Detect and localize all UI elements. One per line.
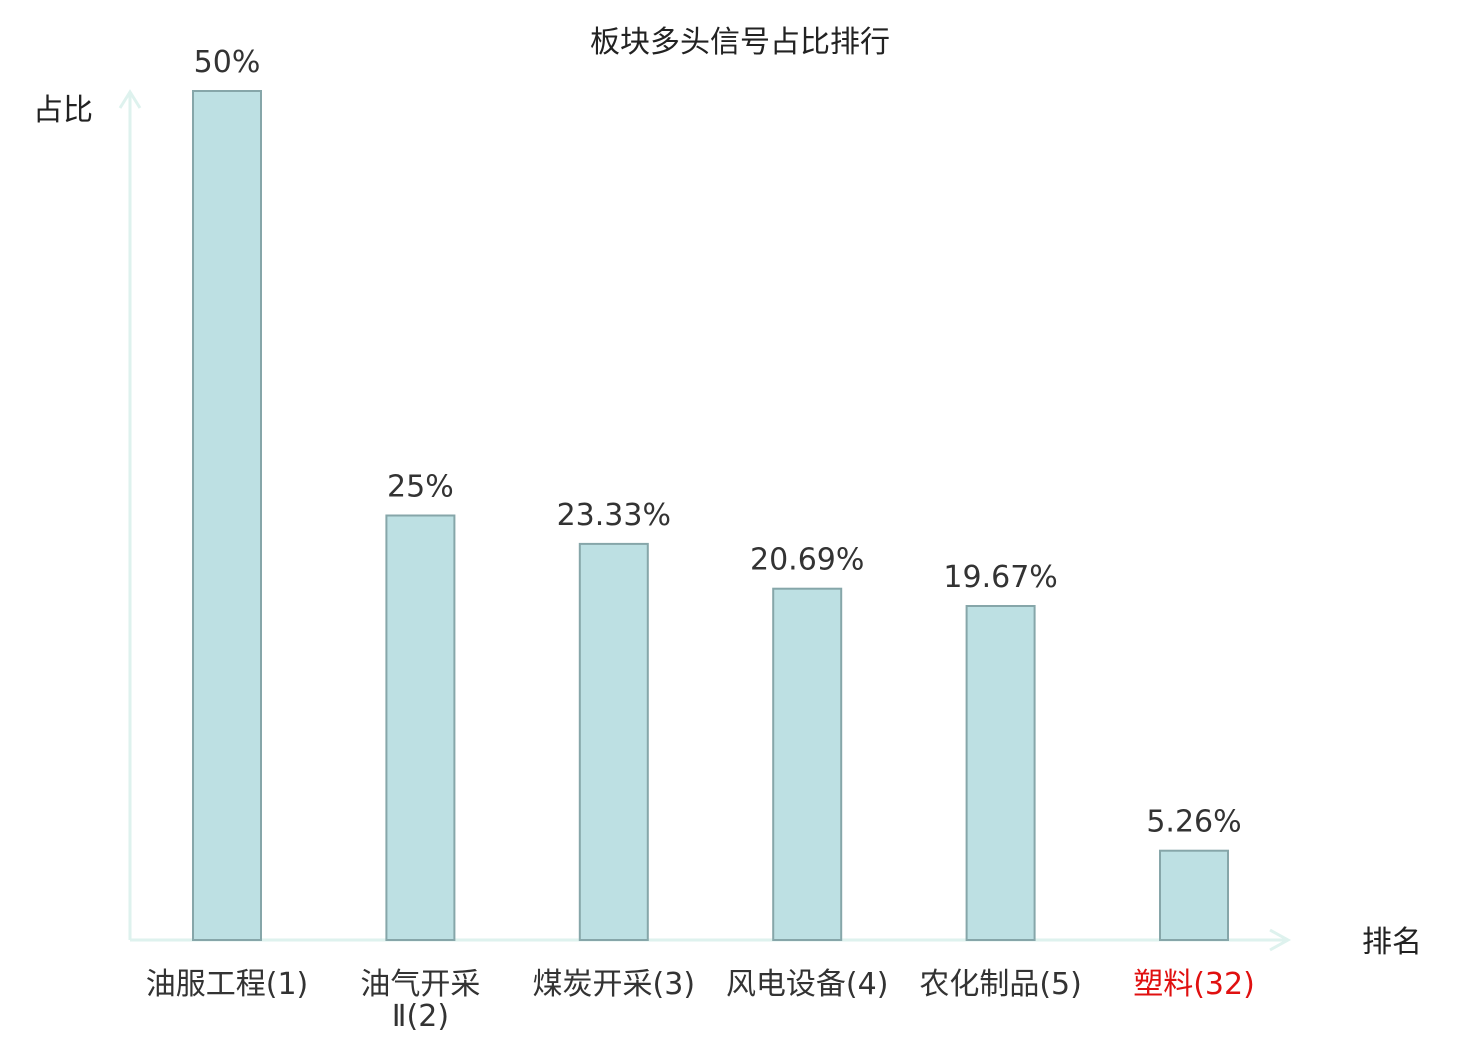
bar <box>192 90 262 941</box>
bars-group <box>192 90 1229 942</box>
y-axis-label: 占比 <box>33 93 93 128</box>
category-label-line: 煤炭开采(3) <box>533 967 696 1002</box>
x-axis-arrow <box>1269 928 1292 952</box>
category-label: 塑料(32) <box>1133 967 1255 1002</box>
value-labels-group: 50% 25% 23.33% 20.69% 19.67% 5.26% <box>194 45 1242 840</box>
category-label-line: 油气开采 <box>360 967 480 1002</box>
category-label: 农化制品(5) <box>919 967 1082 1002</box>
bar-value-label: 23.33% <box>557 498 671 533</box>
category-label: 风电设备(4) <box>726 967 889 1002</box>
bar <box>1159 849 1229 942</box>
bar-value-label: 19.67% <box>943 560 1057 595</box>
bar-value-label: 25% <box>387 470 454 505</box>
chart-title: 板块多头信号占比排行 <box>590 25 890 60</box>
category-label-line: 农化制品(5) <box>919 967 1082 1002</box>
bar <box>772 587 843 941</box>
category-label: 油气开采 Ⅱ(2) <box>360 967 480 1034</box>
category-label-line: 油服工程(1) <box>146 967 309 1002</box>
bar <box>578 542 649 942</box>
category-label: 油服工程(1) <box>146 967 309 1002</box>
bar <box>385 514 456 941</box>
bar-value-label: 50% <box>194 45 261 80</box>
bar-value-label: 20.69% <box>750 543 864 578</box>
y-axis-arrow <box>118 89 142 109</box>
category-labels-group: 油服工程(1) 油气开采 Ⅱ(2) 煤炭开采(3) 风电设备(4) 农化制品(5) 塑料(3… <box>146 967 1255 1034</box>
bar <box>965 605 1036 941</box>
category-label-line: Ⅱ(2) <box>392 999 449 1034</box>
axes <box>118 89 1292 952</box>
category-label-line: 塑料(32) <box>1133 967 1255 1002</box>
category-label: 煤炭开采(3) <box>533 967 696 1002</box>
category-label-line: 风电设备(4) <box>726 967 889 1002</box>
x-axis-label: 排名 <box>1362 925 1422 960</box>
bar-value-label: 5.26% <box>1146 805 1241 840</box>
